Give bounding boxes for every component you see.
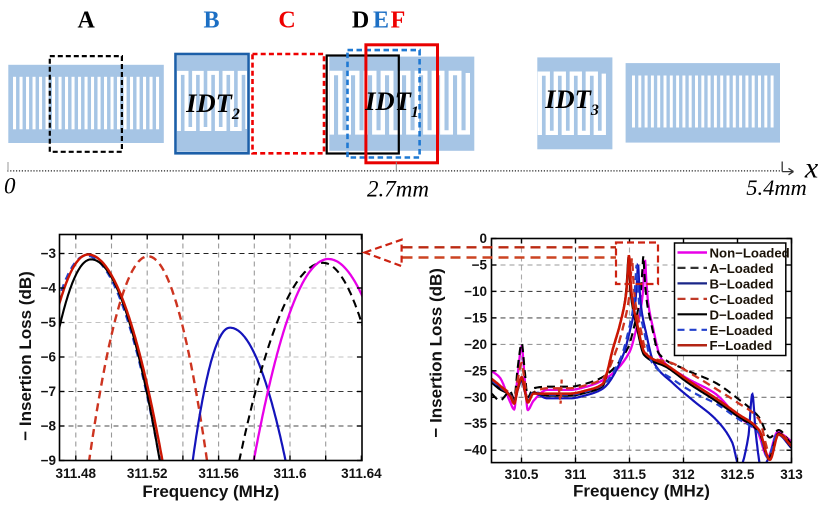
svg-text:IDT3: IDT3 — [544, 84, 599, 119]
svg-text:−4: −4 — [41, 281, 57, 296]
svg-text:E: E — [373, 8, 389, 34]
svg-text:−20: −20 — [464, 337, 487, 352]
svg-text:E−Loaded: E−Loaded — [710, 323, 773, 338]
svg-text:−25: −25 — [464, 363, 487, 378]
svg-text:D: D — [352, 8, 369, 34]
svg-text:−5: −5 — [41, 315, 57, 330]
svg-text:− Insertion Loss (dB): − Insertion Loss (dB) — [16, 271, 35, 441]
svg-text:−6: −6 — [41, 350, 57, 365]
svg-text:−9: −9 — [41, 453, 56, 468]
svg-text:Non−Loaded: Non−Loaded — [710, 246, 790, 261]
svg-text:311.6: 311.6 — [273, 466, 307, 481]
svg-text:A−Loaded: A−Loaded — [710, 261, 774, 276]
svg-text:C−Loaded: C−Loaded — [710, 292, 774, 307]
svg-text:311.52: 311.52 — [127, 466, 168, 481]
svg-text:F−Loaded: F−Loaded — [710, 338, 773, 353]
svg-text:311: 311 — [565, 467, 587, 482]
svg-text:−40: −40 — [464, 443, 487, 458]
svg-text:Frequency (MHz): Frequency (MHz) — [142, 482, 279, 501]
svg-text:−5: −5 — [472, 258, 488, 273]
svg-text:−10: −10 — [464, 284, 487, 299]
svg-text:−30: −30 — [464, 390, 487, 405]
svg-text:313: 313 — [780, 467, 803, 482]
svg-text:D−Loaded: D−Loaded — [710, 307, 774, 322]
svg-text:−3: −3 — [41, 246, 57, 261]
svg-text:−15: −15 — [464, 310, 487, 325]
svg-text:IDT2: IDT2 — [185, 88, 240, 123]
svg-text:312: 312 — [672, 467, 695, 482]
svg-text:311.56: 311.56 — [198, 466, 239, 481]
svg-text:B−Loaded: B−Loaded — [710, 276, 774, 291]
svg-text:311.5: 311.5 — [613, 467, 647, 482]
svg-text:x: x — [804, 152, 819, 185]
svg-text:F: F — [391, 8, 406, 34]
svg-text:C: C — [278, 8, 295, 34]
svg-text:A: A — [78, 8, 96, 34]
svg-text:311.64: 311.64 — [341, 466, 382, 481]
svg-text:Frequency (MHz): Frequency (MHz) — [573, 482, 710, 501]
svg-text:B: B — [203, 8, 219, 34]
svg-text:2.7mm: 2.7mm — [367, 177, 429, 202]
svg-text:312.5: 312.5 — [721, 467, 755, 482]
svg-text:5.4mm: 5.4mm — [746, 175, 807, 200]
svg-text:−7: −7 — [41, 384, 56, 399]
svg-text:311.48: 311.48 — [56, 466, 97, 481]
svg-text:−8: −8 — [41, 419, 57, 434]
svg-text:0: 0 — [4, 174, 16, 199]
svg-text:310.5: 310.5 — [505, 467, 539, 482]
svg-text:−35: −35 — [464, 416, 487, 431]
svg-text:− Insertion Loss (dB): − Insertion Loss (dB) — [427, 268, 446, 438]
svg-text:0: 0 — [479, 231, 487, 246]
svg-text:IDT1: IDT1 — [364, 86, 419, 121]
